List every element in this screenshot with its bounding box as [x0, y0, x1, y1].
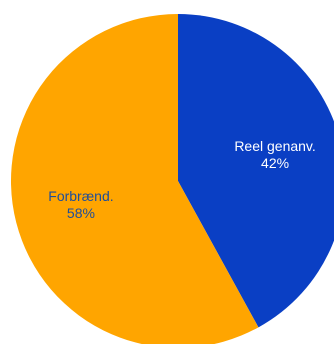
slice-label-reel-genanv: Reel genanv. 42%	[234, 138, 315, 171]
slice-category-label: Forbrænd.	[48, 188, 113, 204]
pie-slice-forbraend	[11, 14, 259, 344]
slice-percent-label: 58%	[67, 205, 95, 221]
slice-percent-label: 42%	[261, 155, 289, 171]
slice-category-label: Reel genanv.	[234, 138, 315, 154]
pie-labels: Reel genanv. 42% Forbrænd. 58%	[48, 138, 316, 221]
slice-label-forbraend: Forbrænd. 58%	[48, 188, 113, 221]
pie-slice-reel-genanv	[178, 14, 334, 328]
pie-slices	[11, 14, 334, 344]
